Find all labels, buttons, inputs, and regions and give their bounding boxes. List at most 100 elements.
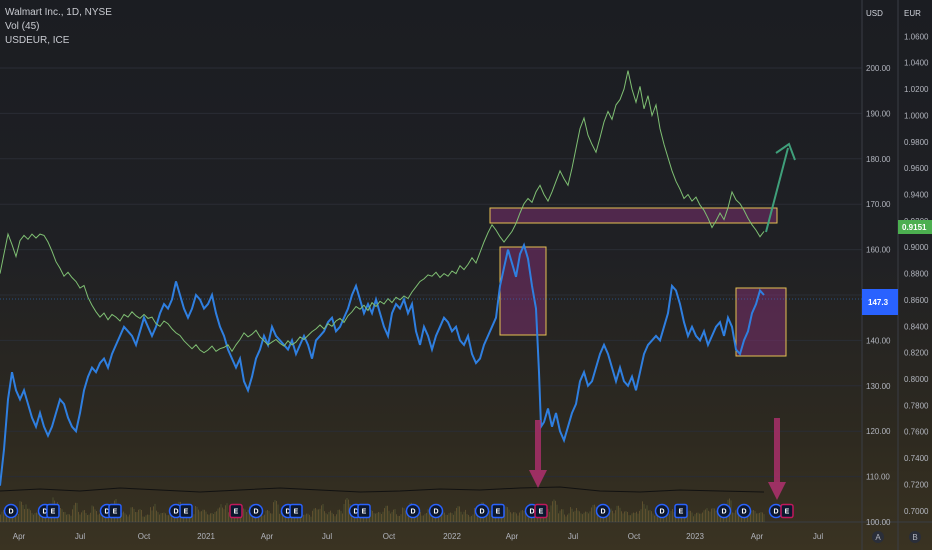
- volume-bar: [418, 511, 420, 522]
- axis-mode-button[interactable]: A: [872, 531, 884, 543]
- volume-bar: [429, 511, 430, 522]
- volume-bar: [552, 501, 553, 522]
- volume-bar: [612, 510, 613, 522]
- volume-bar: [637, 513, 639, 522]
- volume-bar: [454, 511, 456, 522]
- volume-bar: [315, 508, 316, 522]
- volume-bar: [591, 507, 592, 522]
- volume-bar: [441, 511, 442, 522]
- volume-bar: [606, 516, 607, 522]
- highlight-box-2022: [499, 246, 547, 336]
- volume-bar: [400, 514, 402, 522]
- volume-bar: [357, 514, 358, 522]
- legend-main-symbol[interactable]: Walmart Inc., 1D, NYSE: [5, 7, 112, 18]
- volume-bar: [703, 510, 705, 522]
- volume-bar: [510, 512, 511, 522]
- event-label: D: [433, 509, 438, 516]
- eur-tick-label: 0.8400: [904, 322, 929, 331]
- volume-bar: [93, 506, 94, 522]
- volume-bar: [630, 515, 631, 522]
- volume-bar: [477, 511, 478, 522]
- volume-bar: [582, 514, 583, 522]
- volume-bar: [463, 511, 465, 522]
- legend-volume-indicator[interactable]: Vol (45): [5, 21, 40, 32]
- volume-bar: [138, 509, 139, 522]
- event-label: E: [294, 509, 299, 516]
- volume-bar: [205, 511, 207, 522]
- volume-bar: [103, 516, 105, 522]
- usd-tick-label: 140.00: [866, 336, 891, 345]
- volume-bar: [597, 513, 598, 522]
- volume-bar: [96, 511, 97, 522]
- volume-bar: [585, 511, 586, 522]
- volume-bar: [274, 500, 276, 522]
- volume-bar: [579, 511, 580, 522]
- price-badges: 147.3 0.9151: [862, 220, 932, 315]
- volume-bar: [403, 508, 405, 522]
- volume-bar: [634, 512, 636, 522]
- volume-bar: [268, 510, 270, 522]
- volume-bar: [609, 508, 610, 522]
- volume-bar: [487, 512, 489, 522]
- volume-bar: [195, 506, 196, 522]
- volume-bar: [120, 514, 121, 522]
- volume-bar: [397, 515, 399, 522]
- volume-bar: [280, 510, 282, 522]
- earnings-event-icon: [491, 503, 505, 519]
- volume-bar: [507, 507, 508, 522]
- volume-bar: [0, 514, 1, 522]
- time-tick-label: Oct: [138, 532, 151, 541]
- volume-bar: [702, 512, 703, 522]
- legend-compare-symbol[interactable]: USDEUR, ICE: [5, 35, 70, 46]
- volume-bar: [678, 514, 679, 522]
- volume-bar: [672, 508, 673, 522]
- volume-bar: [676, 515, 678, 522]
- volume-bar: [445, 514, 447, 522]
- volume-bar: [255, 515, 256, 522]
- volume-bar: [673, 512, 675, 522]
- volume-bar: [271, 513, 273, 522]
- volume-bar: [667, 510, 669, 522]
- time-tick-label: Jul: [322, 532, 332, 541]
- volume-bar: [655, 513, 657, 522]
- eur-tick-label: 0.9000: [904, 243, 929, 252]
- volume-bar: [732, 512, 733, 522]
- volume-bar: [286, 516, 288, 522]
- volume-bar: [237, 514, 238, 522]
- volume-bar: [24, 509, 25, 522]
- usd-price-line: [0, 242, 765, 486]
- dividend-event-icon: [474, 503, 490, 519]
- event-label: E: [113, 509, 118, 516]
- volume-bar: [60, 508, 61, 522]
- volume-bar: [489, 510, 490, 522]
- volume-bar: [453, 514, 454, 522]
- axis-mode-button-bg: [872, 531, 884, 543]
- usd-axis: USD200.00190.00180.00170.00160.00150.001…: [866, 9, 891, 527]
- time-tick-label: Apr: [751, 532, 764, 541]
- volume-bar: [574, 510, 576, 522]
- volume-bar: [571, 508, 573, 522]
- volume-bar: [694, 514, 696, 522]
- earnings-event-icon: [289, 503, 303, 519]
- volume-bar: [199, 511, 201, 522]
- volume-bar: [561, 509, 562, 522]
- volume-bar: [618, 505, 619, 522]
- volume-bar: [508, 509, 510, 522]
- trend-arrows: [529, 142, 796, 500]
- volume-bar: [334, 516, 336, 522]
- volume-bar: [469, 516, 471, 522]
- volume-bar: [750, 509, 751, 522]
- time-tick-label: 2022: [443, 532, 461, 541]
- axis-mode-button[interactable]: B: [909, 531, 921, 543]
- volume-bar: [306, 513, 307, 522]
- volume-bar: [426, 513, 427, 522]
- event-label: D: [741, 509, 746, 516]
- volume-bar: [267, 510, 268, 522]
- volume-bar: [427, 509, 429, 522]
- volume-bar: [696, 512, 697, 522]
- volume-bar: [553, 499, 555, 522]
- volume-bar: [387, 505, 388, 522]
- volume-bar: [304, 514, 306, 522]
- annotations: [489, 207, 787, 357]
